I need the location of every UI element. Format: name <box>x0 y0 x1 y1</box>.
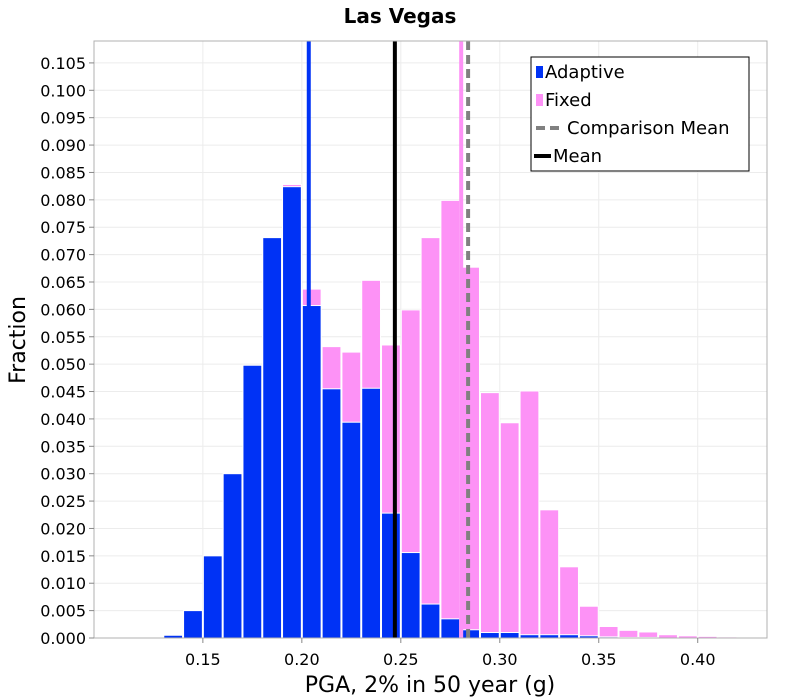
adaptive-bar <box>222 473 243 639</box>
fixed-bar <box>519 390 540 639</box>
fixed-bar <box>559 566 579 639</box>
adaptive-bar <box>242 364 263 639</box>
adaptive-bar <box>183 610 203 639</box>
y-tick-label: 0.090 <box>40 136 86 155</box>
y-tick-label: 0.060 <box>40 300 86 319</box>
y-tick-label: 0.065 <box>40 273 86 292</box>
y-tick-label: 0.075 <box>40 218 86 237</box>
y-tick-label: 0.105 <box>40 54 86 73</box>
legend-label-mean: Mean <box>553 146 602 167</box>
x-tick-label: 0.15 <box>185 650 221 669</box>
adaptive-bar <box>321 388 342 639</box>
fixed-bar <box>578 605 599 639</box>
chart-title: Las Vegas <box>344 4 457 28</box>
y-tick-label: 0.000 <box>40 629 86 648</box>
y-tick-label: 0.050 <box>40 355 86 374</box>
adaptive-bar <box>420 603 441 639</box>
adaptive-bar <box>262 237 283 639</box>
legend-label-adaptive: Adaptive <box>545 62 625 83</box>
adaptive-bar <box>440 618 461 639</box>
y-tick-label: 0.035 <box>40 437 86 456</box>
adaptive-bar <box>499 632 520 639</box>
x-tick-label: 0.40 <box>680 650 716 669</box>
y-tick-label: 0.040 <box>40 410 86 429</box>
fixed-bar <box>440 199 461 639</box>
y-axis-label: Fraction <box>6 296 31 384</box>
fixed-bar <box>499 422 520 639</box>
y-tick-label: 0.025 <box>40 492 86 511</box>
adaptive-bar <box>282 186 302 639</box>
adaptive-bar <box>381 512 401 639</box>
y-axis-ticks: 0.000 0.005 0.010 0.015 0.020 0.025 0.030 0.035… <box>40 54 94 648</box>
y-tick-label: 0.015 <box>40 547 86 566</box>
x-tick-label: 0.25 <box>383 650 419 669</box>
x-tick-label: 0.35 <box>581 650 617 669</box>
x-axis-ticks: 0.15 0.20 0.25 0.30 0.35 0.40 <box>185 638 716 669</box>
y-tick-label: 0.080 <box>40 191 86 210</box>
y-tick-label: 0.095 <box>40 109 86 128</box>
y-tick-label: 0.085 <box>40 163 86 182</box>
x-tick-label: 0.30 <box>482 650 518 669</box>
y-tick-label: 0.020 <box>40 519 86 538</box>
fixed-bar <box>618 629 639 639</box>
y-tick-label: 0.070 <box>40 246 86 265</box>
adaptive-bar <box>301 305 322 639</box>
fixed-bar <box>539 509 560 639</box>
adaptive-bar <box>479 632 500 639</box>
legend-swatch-fixed <box>536 94 543 106</box>
fixed-bar <box>479 392 500 639</box>
y-tick-label: 0.030 <box>40 465 86 484</box>
y-tick-label: 0.010 <box>40 574 86 593</box>
legend-label-fixed: Fixed <box>545 90 592 111</box>
reference-lines <box>306 41 471 638</box>
x-tick-label: 0.20 <box>284 650 320 669</box>
adaptive-bar <box>202 555 223 639</box>
legend-label-comparison-mean: Comparison Mean <box>567 118 730 139</box>
y-tick-label: 0.005 <box>40 602 86 621</box>
fixed-bar <box>598 625 619 639</box>
adaptive-bar <box>341 421 362 639</box>
legend-swatch-adaptive <box>536 66 543 78</box>
legend: Adaptive Fixed Comparison Mean Mean <box>530 56 750 172</box>
plot-frame <box>93 40 768 639</box>
x-axis-label: PGA, 2% in 50 year (g) <box>305 673 556 698</box>
fixed-bar <box>420 237 441 639</box>
adaptive-bar <box>361 387 382 639</box>
adaptive-bar <box>400 552 421 639</box>
y-tick-label: 0.045 <box>40 383 86 402</box>
y-tick-label: 0.100 <box>40 81 86 100</box>
y-tick-label: 0.055 <box>40 328 86 347</box>
legend-box <box>530 56 750 172</box>
